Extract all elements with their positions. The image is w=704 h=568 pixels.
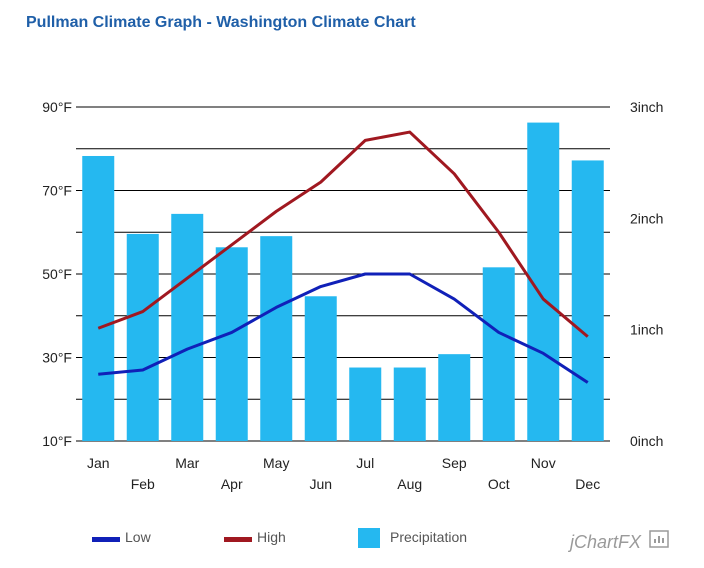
- right-axis-tick: 3inch: [630, 99, 663, 115]
- x-axis-tick: May: [263, 455, 289, 471]
- precipitation-bar: [215, 247, 248, 441]
- left-axis-tick: 90°F: [42, 99, 72, 115]
- right-axis-tick: 1inch: [630, 322, 663, 338]
- legend-label: High: [257, 529, 286, 545]
- x-axis-tick: Mar: [175, 455, 199, 471]
- x-axis-tick: Feb: [131, 476, 155, 492]
- jchartfx-logo: jChartFX: [567, 532, 642, 552]
- x-axis-tick: Dec: [575, 476, 600, 492]
- x-axis-tick: Aug: [397, 476, 422, 492]
- right-axis-tick: 0inch: [630, 433, 663, 449]
- precipitation-bar: [571, 160, 604, 441]
- low-temperature-line: [98, 272, 589, 384]
- right-axis-tick: 2inch: [630, 210, 663, 226]
- precipitation-bar: [171, 213, 204, 441]
- legend-label: Low: [125, 529, 152, 545]
- legend: Low High Precipitation: [92, 528, 669, 548]
- x-axis-tick: Nov: [531, 455, 556, 471]
- x-axis-tick: Oct: [488, 476, 510, 492]
- precipitation-bar: [126, 233, 159, 441]
- chart-title: Pullman Climate Graph - Washington Clima…: [26, 14, 416, 31]
- precipitation-bar: [82, 155, 115, 441]
- grid-lines: [76, 106, 610, 442]
- x-axis-tick: Jun: [309, 476, 332, 492]
- x-axis-tick: Apr: [221, 476, 243, 492]
- precipitation-bar: [393, 367, 426, 441]
- temperature-lines: [97, 130, 589, 384]
- legend-swatch-precipitation: [358, 528, 380, 548]
- precipitation-bar: [482, 267, 515, 441]
- axis-labels: 10°F 30°F 50°F 70°F 90°F 0inch 1inch 2inch 3inch…: [42, 99, 663, 492]
- high-temperature-line: [97, 130, 589, 338]
- x-axis-tick: Sep: [442, 455, 467, 471]
- precipitation-bar: [349, 367, 382, 441]
- precipitation-bar: [260, 236, 293, 441]
- precipitation-bars: [82, 122, 604, 441]
- left-axis-tick: 50°F: [42, 266, 72, 282]
- left-axis-tick: 10°F: [42, 433, 72, 449]
- x-axis-tick: Jul: [356, 455, 374, 471]
- left-axis-tick: 70°F: [42, 183, 72, 199]
- x-axis-tick: Jan: [87, 455, 110, 471]
- precipitation-bar: [304, 296, 337, 441]
- precipitation-bar: [438, 354, 471, 441]
- legend-swatch-low: [92, 537, 120, 542]
- left-axis-tick: 30°F: [42, 350, 72, 366]
- legend-label: Precipitation: [390, 529, 467, 545]
- jchartfx-logo-icon: [649, 530, 669, 548]
- legend-swatch-high: [224, 537, 252, 542]
